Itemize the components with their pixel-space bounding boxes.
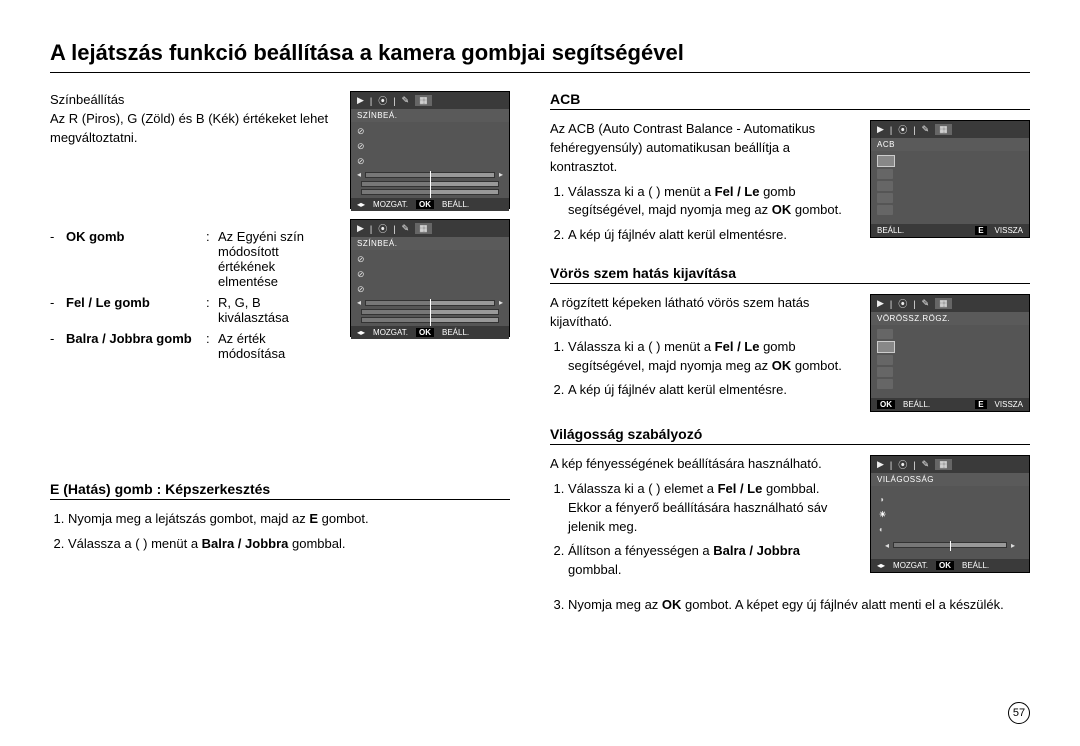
redeye-heading: Vörös szem hatás kijavítása — [550, 265, 1030, 281]
cam-label: SZÍNBEÁ. — [351, 109, 509, 122]
list-item: Nyomja meg a lejátszás gombot, majd az E… — [68, 510, 510, 529]
list-item: Válassza a ( ) menüt a Balra / Jobbra go… — [68, 535, 510, 554]
list-item: A kép új fájlnév alatt kerül elmentésre. — [568, 381, 854, 400]
camera-preview-acb: ▶|⦿|✎▦ ACB BEÁLL.EVISSZA — [870, 120, 1030, 238]
acb-heading: ACB — [550, 91, 1030, 107]
color-setting-label: Színbeállítás — [50, 91, 334, 110]
camera-preview-redeye: ▶|⦿|✎▦ VÖRÖSSZ.RÖGZ. OKBEÁLL.EVISSZA — [870, 294, 1030, 412]
list-item: Válassza ki a ( ) elemet a Fel / Le gomb… — [568, 480, 854, 537]
color-setting-block: Színbeállítás Az R (Piros), G (Zöld) és … — [50, 91, 510, 209]
redeye-desc: A rögzített képeken látható vörös szem h… — [550, 294, 854, 332]
brightness-heading: Világosság szabályozó — [550, 426, 1030, 442]
right-column: ACB Az ACB (Auto Contrast Balance - Auto… — [550, 91, 1030, 621]
brightness-rule — [550, 444, 1030, 445]
list-item: Válassza ki a ( ) menüt a Fel / Le gomb … — [568, 338, 854, 376]
brightness-step3: Nyomja meg az OK gombot. A képet egy új … — [568, 596, 1030, 615]
redeye-rule — [550, 283, 1030, 284]
color-kv-block: -OK gomb:Az Egyéni szín módosított érték… — [50, 219, 510, 367]
color-setting-desc: Az R (Piros), G (Zöld) és B (Kék) értéke… — [50, 110, 334, 148]
list-item: A kép új fájlnév alatt kerül elmentésre. — [568, 226, 854, 245]
redeye-block: A rögzített képeken látható vörös szem h… — [550, 294, 1030, 412]
camera-preview-color-bottom: ▶|⦿|✎▦ SZÍNBEÁ. ⊘ ⊘ ⊘ ◂▸ ◂▸MOZGAT.OKBEÁL… — [350, 219, 510, 337]
e-effect-steps: Nyomja meg a lejátszás gombot, majd az E… — [68, 510, 510, 554]
list-item: Nyomja meg az OK gombot. A képet egy új … — [568, 596, 1030, 615]
brightness-block: A kép fényességének beállítására használ… — [550, 455, 1030, 586]
camera-preview-color-top: ▶|⦿|✎▦ SZÍNBEÁ. ⊘ ⊘ ⊘ ◂▸ ◂▸MOZGAT.OKBEÁL… — [350, 91, 510, 209]
acb-block: Az ACB (Auto Contrast Balance - Automati… — [550, 120, 1030, 251]
brightness-desc: A kép fényességének beállítására használ… — [550, 455, 854, 474]
button-definitions: -OK gomb:Az Egyéni szín módosított érték… — [50, 229, 334, 361]
left-column: Színbeállítás Az R (Piros), G (Zöld) és … — [50, 91, 510, 621]
two-column-layout: Színbeállítás Az R (Piros), G (Zöld) és … — [50, 91, 1030, 621]
acb-rule — [550, 109, 1030, 110]
page-number: 57 — [1008, 702, 1030, 724]
list-item: Állítson a fényességen a Balra / Jobbra … — [568, 542, 854, 580]
list-item: Válassza ki a ( ) menüt a Fel / Le gomb … — [568, 183, 854, 221]
page-title: A lejátszás funkció beállítása a kamera … — [50, 40, 1030, 66]
e-effect-rule — [50, 499, 510, 500]
acb-desc: Az ACB (Auto Contrast Balance - Automati… — [550, 120, 854, 177]
camera-preview-brightness: ▶|⦿|✎▦ VILÁGOSSÁG ◑ ☀ ◐ ◂▸ ◂▸MOZGAT.OKBE… — [870, 455, 1030, 573]
e-effect-heading: E (Hatás) gomb : Képszerkesztés — [50, 481, 510, 497]
title-rule — [50, 72, 1030, 73]
